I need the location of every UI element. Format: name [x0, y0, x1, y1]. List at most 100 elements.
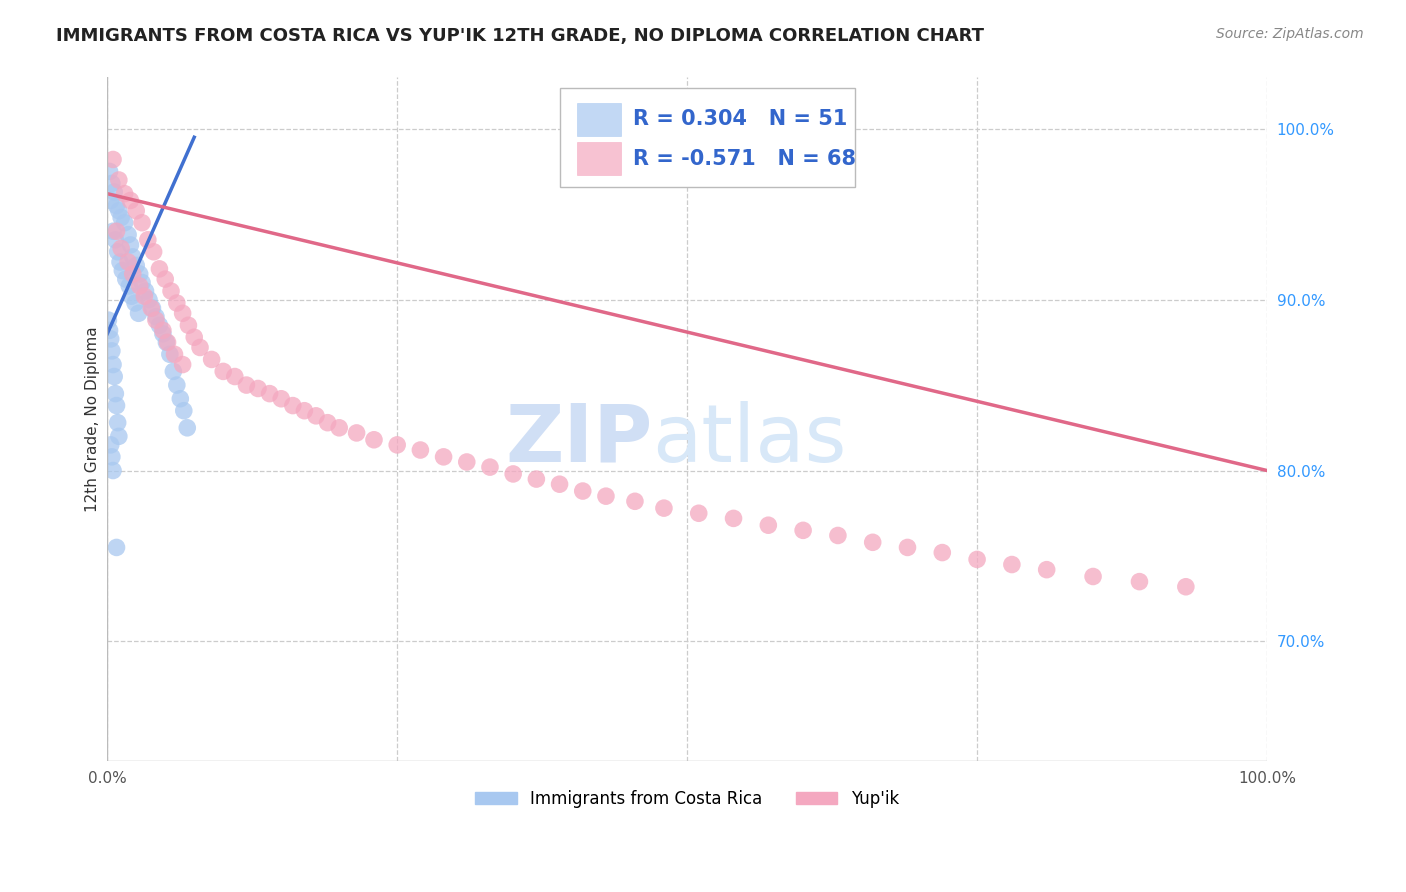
Point [247, 382, 270, 396]
Point [163, 347, 186, 361]
Point [792, 524, 814, 538]
Point [108, 173, 131, 187]
Point [177, 318, 200, 333]
Y-axis label: 12th Grade, No Diploma: 12th Grade, No Diploma [86, 326, 100, 512]
Point [114, 216, 136, 230]
Point [316, 416, 339, 430]
Point [121, 289, 143, 303]
Point [571, 483, 593, 498]
Point [111, 263, 134, 277]
Point [827, 528, 849, 542]
Point [502, 467, 524, 481]
Point [105, 199, 128, 213]
Point [100, 194, 122, 208]
Point [688, 506, 710, 520]
Point [176, 421, 198, 435]
Point [595, 489, 617, 503]
Point [136, 233, 159, 247]
Point [183, 330, 205, 344]
Point [346, 425, 368, 440]
Point [114, 272, 136, 286]
Point [524, 472, 547, 486]
Point [305, 409, 328, 423]
Text: ZIP: ZIP [505, 401, 652, 479]
Point [97, 313, 120, 327]
Point [478, 460, 501, 475]
Point [125, 203, 148, 218]
Point [148, 318, 170, 333]
Point [100, 438, 122, 452]
Point [1128, 574, 1150, 589]
Point [110, 211, 132, 225]
Point [145, 313, 167, 327]
Point [328, 421, 350, 435]
Bar [576, 103, 621, 136]
Point [108, 203, 131, 218]
Point [145, 310, 167, 324]
Point [117, 255, 139, 269]
Point [172, 358, 194, 372]
Point [966, 552, 988, 566]
Point [152, 326, 174, 341]
Point [134, 284, 156, 298]
Point [101, 153, 124, 167]
Point [259, 386, 281, 401]
Point [98, 164, 121, 178]
Point [121, 250, 143, 264]
Point [103, 185, 125, 199]
Point [235, 378, 257, 392]
Point [100, 332, 122, 346]
Point [896, 541, 918, 555]
Point [456, 455, 478, 469]
Point [104, 386, 127, 401]
Point [152, 323, 174, 337]
Point [138, 293, 160, 307]
Point [432, 450, 454, 464]
Point [101, 464, 124, 478]
Point [114, 186, 136, 201]
Point [172, 306, 194, 320]
Point [156, 335, 179, 350]
Point [131, 276, 153, 290]
Point [862, 535, 884, 549]
Point [155, 272, 177, 286]
Point [128, 306, 150, 320]
Point [107, 416, 129, 430]
Point [166, 378, 188, 392]
Point [105, 399, 128, 413]
Point [120, 194, 142, 208]
Point [118, 279, 141, 293]
Point [294, 403, 316, 417]
Point [101, 450, 124, 464]
Point [169, 392, 191, 406]
Point [624, 494, 647, 508]
Point [101, 177, 124, 191]
Point [121, 267, 143, 281]
Point [107, 244, 129, 259]
Point [281, 399, 304, 413]
Point [120, 238, 142, 252]
Point [148, 261, 170, 276]
Point [124, 296, 146, 310]
Point [117, 227, 139, 242]
Point [652, 501, 675, 516]
Point [134, 289, 156, 303]
Point [141, 301, 163, 315]
Point [270, 392, 292, 406]
Point [1174, 580, 1197, 594]
Point [723, 511, 745, 525]
Point [110, 241, 132, 255]
Point [104, 233, 127, 247]
Point [162, 364, 184, 378]
Point [155, 335, 177, 350]
Point [105, 224, 128, 238]
Point [385, 438, 408, 452]
Point [756, 518, 779, 533]
Point [101, 358, 124, 372]
Point [101, 343, 124, 358]
Legend: Immigrants from Costa Rica, Yup'ik: Immigrants from Costa Rica, Yup'ik [468, 783, 905, 814]
Point [141, 301, 163, 315]
FancyBboxPatch shape [560, 87, 855, 186]
Point [548, 477, 571, 491]
Point [212, 364, 235, 378]
